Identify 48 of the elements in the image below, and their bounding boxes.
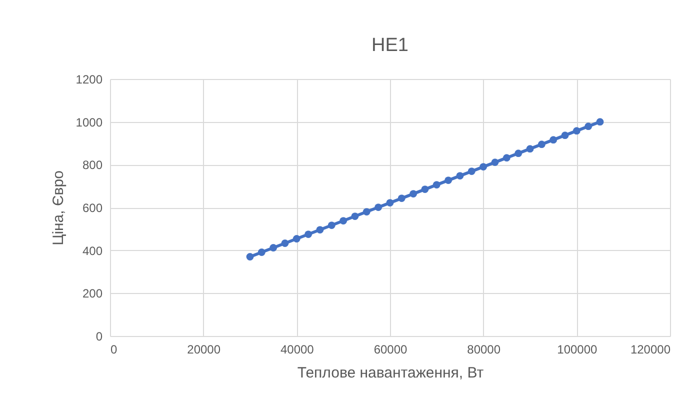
point [398, 194, 406, 202]
point [526, 145, 534, 153]
point [561, 132, 569, 140]
y-tick-label: 400 [82, 244, 103, 258]
point [421, 186, 429, 193]
point [304, 230, 312, 238]
point [292, 235, 300, 242]
point [572, 127, 580, 135]
point [584, 122, 592, 130]
x-axis-title: Теплове навантаження, Вт [297, 364, 484, 382]
point [362, 208, 370, 216]
x-tick-label: 80000 [467, 342, 501, 356]
point [550, 136, 558, 144]
y-tick-label: 800 [82, 158, 103, 172]
x-tick-label: 0 [110, 342, 118, 356]
chart-title: HE1 [372, 35, 408, 56]
y-tick-label: 1200 [76, 72, 103, 86]
point [456, 172, 464, 180]
point [281, 240, 289, 247]
y-tick-label: 600 [82, 201, 103, 215]
point [316, 226, 324, 234]
point [270, 244, 278, 252]
point [386, 199, 394, 206]
point [340, 217, 348, 224]
point [480, 163, 488, 171]
point [258, 248, 266, 256]
x-tick-label: 120000 [630, 342, 671, 356]
x-tick-label: 20000 [187, 342, 221, 356]
point [596, 118, 604, 126]
x-tick-label: 100000 [557, 342, 598, 356]
point [444, 176, 452, 184]
x-tick-label: 40000 [280, 342, 314, 356]
y-tick-label: 200 [82, 286, 103, 301]
point [351, 212, 359, 220]
y-tick-label: 0 [96, 330, 103, 344]
point [502, 154, 510, 162]
point [374, 204, 382, 211]
x-tick-label: 60000 [374, 342, 408, 356]
point [328, 222, 336, 229]
y-axis-title: Ціна, Євро [50, 170, 67, 246]
point [246, 253, 254, 260]
point [410, 190, 418, 198]
point [491, 158, 499, 166]
point [432, 181, 440, 188]
y-tick-label: 1000 [76, 115, 103, 130]
point [468, 168, 476, 176]
point [538, 140, 546, 148]
point [514, 150, 522, 158]
